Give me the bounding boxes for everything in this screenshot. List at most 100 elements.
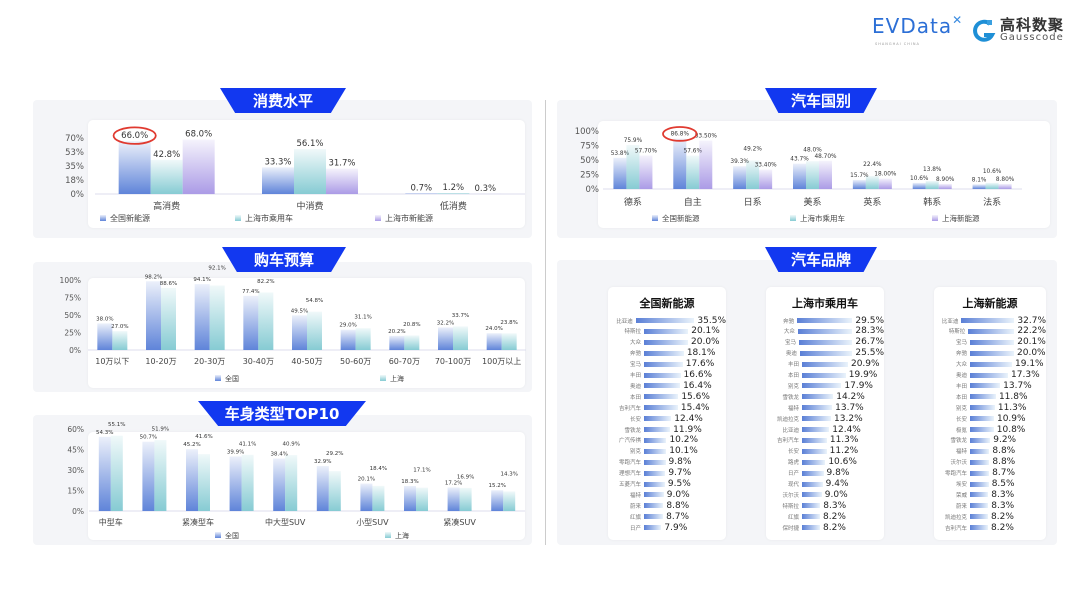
brand-name: 埃安 — [955, 482, 967, 488]
origin-data-label: 75.9% — [624, 138, 643, 144]
origin-data-label: 48.0% — [803, 147, 822, 153]
brand-name: 沃尔沃 — [782, 492, 799, 499]
brand-value: 18.1% — [686, 348, 716, 359]
brand-value: 8.2% — [823, 522, 846, 533]
bodytype-legend-swatch — [215, 532, 221, 538]
bodytype-bar — [241, 454, 254, 511]
brand-name: 丰田 — [787, 362, 799, 369]
brand-row: 奥迪 17.3% — [934, 370, 1046, 381]
budget-category-label: 60-70万 — [389, 357, 420, 366]
brand-name: 比亚迪 — [782, 427, 799, 434]
consumption-data-label: 0.7% — [411, 183, 433, 193]
brand-value: 19.1% — [1015, 359, 1044, 370]
brand-name: 凯迪拉克 — [944, 514, 967, 521]
origin-legend-swatch — [652, 215, 658, 221]
brand-bar — [970, 405, 995, 411]
brand-bar — [802, 470, 824, 476]
origin-data-label: 53.8% — [611, 151, 630, 157]
budget-data-label: 31.1% — [354, 315, 371, 321]
budget-bar — [486, 333, 502, 350]
origin-data-label: 43.7% — [790, 157, 809, 163]
origin-data-label: 8.1% — [972, 177, 987, 183]
budget-bar — [307, 311, 322, 350]
budget-data-label: 29.0% — [339, 323, 356, 329]
origin-bar — [733, 166, 747, 189]
brand-name: 奔驰 — [629, 351, 641, 358]
brand-row: 日产 7.9% — [608, 522, 726, 533]
origin-category-label: 德系 — [624, 196, 642, 208]
bodytype-ytick: 45% — [67, 446, 84, 455]
evdata-logo: EVData ✕ — [872, 13, 962, 38]
brand-name: 红旗 — [787, 514, 799, 521]
bodytype-ytick: 60% — [67, 425, 84, 434]
brand-bar — [970, 350, 1014, 356]
brand-name: 长安 — [955, 416, 967, 423]
consumption-data-label: 33.3% — [264, 157, 291, 167]
brand-value: 11.9% — [673, 424, 702, 435]
bodytype-data-label: 16.9% — [457, 474, 474, 480]
brand-value: 11.3% — [829, 435, 859, 446]
consumption-legend-label: 上海市新能源 — [385, 213, 433, 223]
brand-bar — [644, 328, 689, 334]
brand-row: 沃尔沃 9.0% — [766, 489, 884, 500]
bodytype-data-label: 32.9% — [314, 459, 331, 465]
brand-name: 雪铁龙 — [950, 438, 967, 445]
brand-name: 特斯拉 — [624, 329, 641, 336]
origin-bar — [626, 144, 640, 189]
bodytype-bar — [416, 487, 428, 511]
brand-bar — [644, 437, 667, 443]
bodytype-data-label: 50.7% — [140, 435, 157, 441]
brand-value: 10.2% — [669, 435, 699, 446]
brand-name: 奥迪 — [955, 373, 967, 379]
budget-data-label: 54.8% — [306, 298, 323, 304]
brand-row: 埃安 8.5% — [934, 479, 1046, 490]
origin-ytick: 0% — [586, 185, 600, 195]
brand-row: 荣威 8.3% — [934, 489, 1046, 500]
brand-row: 福特 9.0% — [608, 489, 726, 500]
brand-name: 奥迪 — [785, 351, 797, 358]
origin-category-label: 美系 — [803, 196, 821, 208]
gausscode-mark-icon — [973, 19, 996, 42]
origin-data-label: 33.40% — [755, 163, 778, 169]
bodytype-data-label: 17.2% — [445, 480, 462, 486]
budget-bar — [194, 284, 210, 350]
brand-bar — [802, 416, 832, 422]
budget-bar — [355, 328, 371, 350]
brand-bar — [644, 416, 672, 422]
consumption-data-label: 1.2% — [443, 183, 465, 193]
brand-value: 19.9% — [848, 370, 878, 380]
brand-name: 别克 — [955, 405, 967, 412]
bodytype-bar — [328, 471, 341, 511]
brand-bar — [644, 503, 664, 509]
brand-bar — [970, 361, 1013, 367]
bodytype-bar — [285, 455, 298, 511]
budget-category-label: 70-100万 — [435, 357, 471, 366]
brand-row: 蔚来 8.8% — [608, 500, 726, 511]
budget-data-label: 49.5% — [291, 308, 308, 314]
brand-row: 本田 19.9% — [766, 370, 884, 381]
origin-bar — [639, 155, 653, 189]
brand-value: 8.3% — [823, 500, 847, 511]
brand-value: 16.6% — [683, 370, 713, 380]
brand-name: 比亚迪 — [616, 318, 633, 325]
budget-data-label: 20.2% — [388, 329, 405, 335]
bodytype-ytick: 15% — [67, 487, 84, 496]
brand-value: 10.6% — [828, 457, 857, 468]
brand-name: 雪铁龙 — [782, 394, 799, 401]
brand-name: 特斯拉 — [948, 329, 966, 336]
brand-name: 沃尔沃 — [950, 460, 967, 467]
budget-bar — [161, 287, 176, 350]
brand-value: 20.9% — [850, 359, 880, 370]
bodytype-bar — [316, 466, 329, 511]
bodytype-data-label: 45.2% — [183, 442, 200, 448]
origin-legend-swatch — [932, 215, 938, 221]
brand-bar — [644, 350, 684, 356]
origin-category-label: 韩系 — [923, 196, 941, 208]
brand-bar — [802, 405, 833, 411]
budget-category-label: 20-30万 — [194, 357, 225, 366]
budget-data-label: 20.8% — [403, 322, 420, 328]
brand-value: 35.5% — [697, 315, 726, 326]
consumption-bar — [294, 149, 326, 194]
brand-value: 11.8% — [998, 391, 1028, 402]
